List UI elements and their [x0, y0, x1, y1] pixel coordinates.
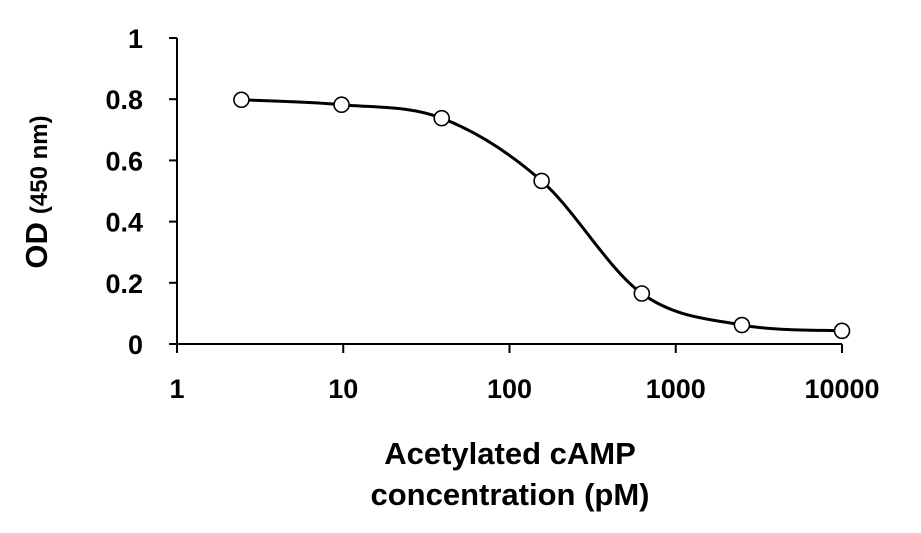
y-tick-label: 0.6 — [105, 146, 143, 176]
y-axis-title: OD (450 nm) — [19, 115, 54, 268]
x-tick-label: 1000 — [646, 374, 706, 404]
data-point — [433, 109, 450, 127]
data-point — [733, 316, 751, 334]
fit-curve — [241, 98, 843, 333]
x-ticks: 1 10 100 1000 10000 — [169, 344, 880, 404]
y-tick-label: 0 — [128, 330, 143, 360]
x-axis-title-line-2: concentration (pM) — [371, 477, 650, 512]
y-ticks: 0 0.2 0.4 0.6 0.8 1 — [105, 24, 177, 360]
x-tick-label: 10 — [328, 374, 358, 404]
x-tick-label: 100 — [487, 374, 532, 404]
x-axis-title-line-1: Acetylated cAMP — [384, 436, 636, 471]
data-point — [833, 322, 851, 340]
data-point — [633, 285, 651, 302]
data-point — [533, 172, 550, 190]
y-tick-label: 0.2 — [105, 269, 143, 299]
y-tick-label: 0.8 — [105, 85, 143, 115]
y-axis-title-main: OD — [19, 222, 54, 269]
y-axis-title-unit: (450 nm) — [26, 115, 53, 214]
x-tick-label: 1 — [169, 374, 184, 404]
data-point — [333, 96, 350, 114]
data-points — [233, 91, 851, 340]
y-tick-label: 0.4 — [105, 208, 143, 238]
data-point — [233, 91, 250, 109]
x-tick-label: 10000 — [804, 374, 879, 404]
axes — [176, 38, 842, 345]
y-tick-label: 1 — [128, 24, 143, 54]
